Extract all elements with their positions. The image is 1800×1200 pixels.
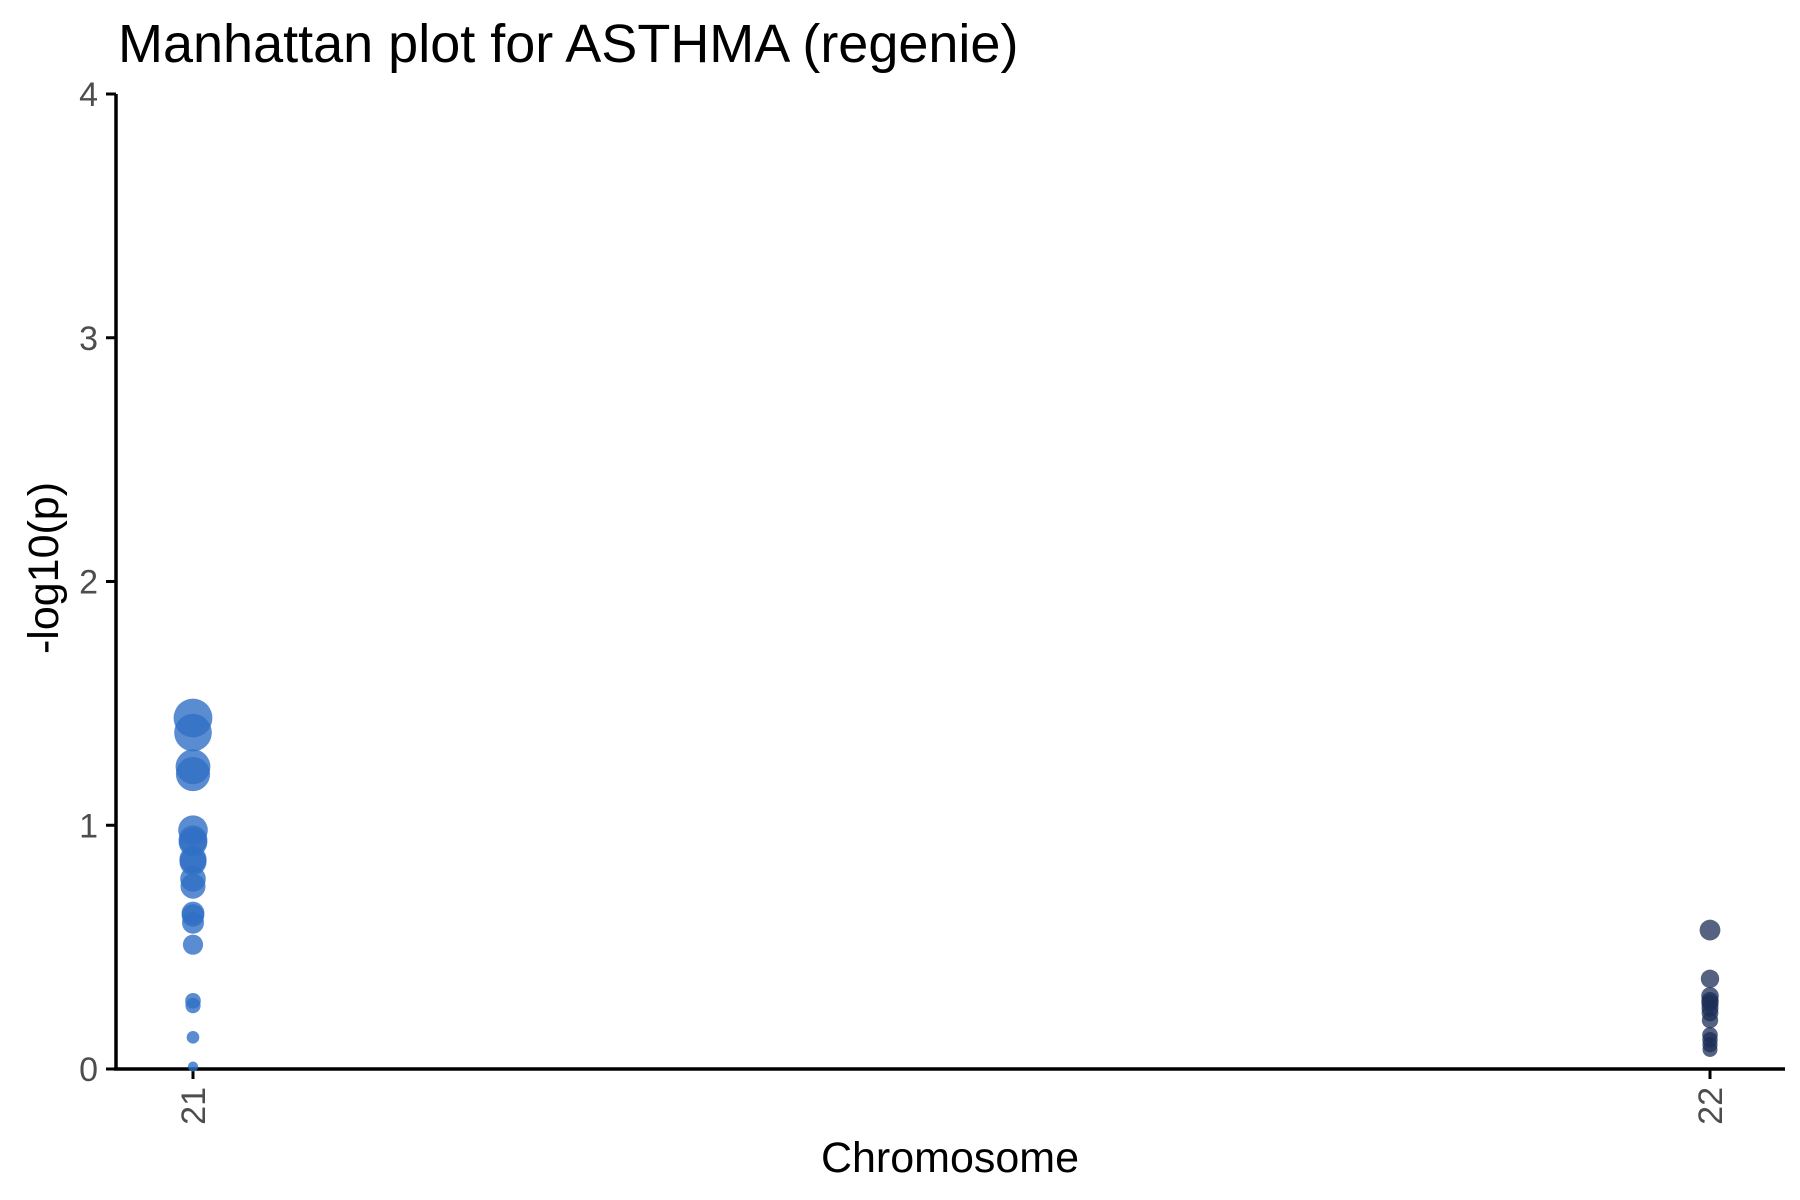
y-tick-label: 1: [79, 807, 98, 845]
data-point: [1699, 919, 1721, 941]
data-point: [180, 873, 206, 899]
data-point: [1701, 1012, 1719, 1029]
data-point: [175, 756, 211, 792]
y-tick-label: 2: [79, 564, 98, 602]
data-points: [173, 698, 1721, 1072]
data-point: [174, 713, 212, 752]
y-tick-label: 4: [79, 76, 98, 114]
data-point: [1702, 1042, 1718, 1057]
data-point: [187, 1061, 199, 1072]
x-tick-label: 21: [175, 1087, 213, 1125]
data-point: [182, 934, 204, 955]
data-point: [1700, 969, 1720, 989]
x-axis-ticks: 21 22: [175, 1069, 1730, 1125]
plot-area: 0 1 2 3 4 21 22: [79, 76, 1785, 1125]
data-point: [182, 911, 204, 934]
x-tick-label: 22: [1692, 1087, 1730, 1125]
y-tick-label: 0: [79, 1051, 98, 1089]
y-axis-ticks: 0 1 2 3 4: [79, 76, 116, 1089]
chart-title: Manhattan plot for ASTHMA (regenie): [118, 14, 1018, 74]
y-tick-label: 3: [79, 320, 98, 358]
x-axis-label: Chromosome: [821, 1134, 1079, 1182]
data-point: [185, 998, 201, 1014]
data-point: [186, 1031, 200, 1044]
y-axis-label: -log10(p): [20, 482, 68, 654]
